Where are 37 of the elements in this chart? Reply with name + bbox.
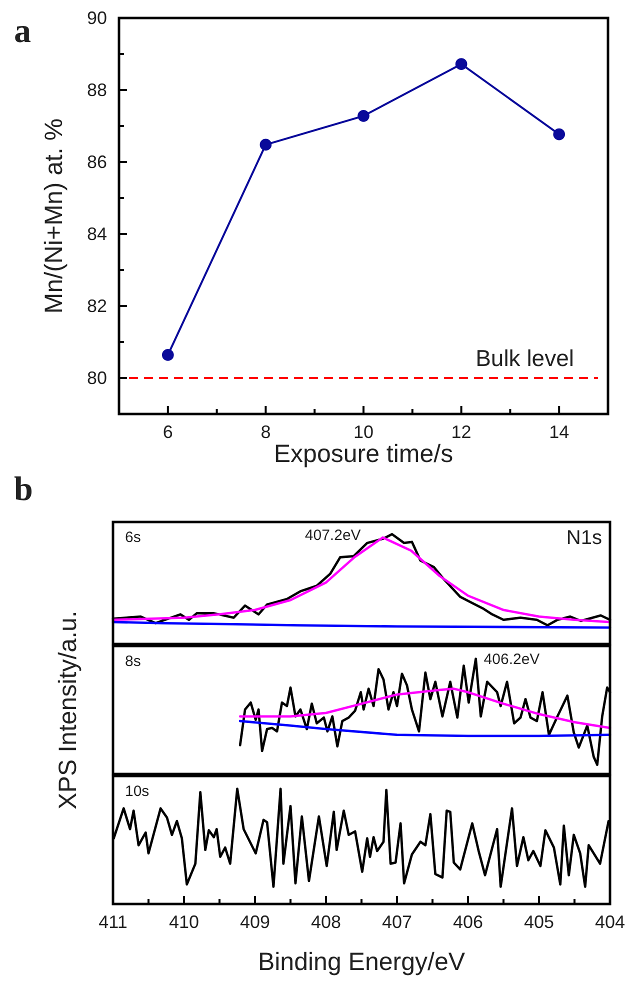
x-tick-label: 8 <box>260 422 271 442</box>
ref-line-label: Bulk level <box>476 345 574 371</box>
point <box>260 138 272 151</box>
chart-title: b <box>14 471 33 508</box>
x-tick-label: 409 <box>240 912 270 932</box>
chart-title: a <box>14 13 31 50</box>
x-tick-label: 408 <box>310 912 342 932</box>
x-axis-title: Binding Energy/eV <box>258 948 466 976</box>
y-axis-title: Mn/(Ni+Mn) at. % <box>40 118 68 314</box>
y-axis-title: XPS Intensity/a.u. <box>54 610 82 810</box>
x-tick-label: 12 <box>451 422 472 442</box>
point <box>455 58 468 70</box>
annotation: N1s <box>566 527 602 549</box>
x-tick-label: 14 <box>549 422 570 442</box>
x-tick-label: 407 <box>382 912 412 932</box>
x-tick-label: 406 <box>452 912 484 932</box>
annotation: 407.2eV <box>304 527 361 544</box>
point <box>162 349 174 361</box>
y-tick-label: 84 <box>86 224 107 244</box>
point <box>553 128 566 140</box>
annotation: 10s <box>125 783 150 800</box>
y-tick-label: 80 <box>86 368 107 388</box>
x-tick-label: 410 <box>168 912 200 932</box>
x-tick-label: 6 <box>162 422 173 442</box>
point <box>358 110 370 122</box>
y-tick-label: 90 <box>86 8 107 28</box>
x-tick-label: 411 <box>98 912 128 932</box>
y-tick-label: 82 <box>86 296 107 316</box>
x-axis-title: Exposure time/s <box>274 440 454 468</box>
annotation: 406.2eV <box>484 651 540 668</box>
annotation: 8s <box>125 653 141 670</box>
y-tick-label: 86 <box>86 152 107 172</box>
x-tick-label: 10 <box>353 422 374 442</box>
annotation: 6s <box>125 529 141 546</box>
x-tick-label: 404 <box>594 912 626 932</box>
y-tick-label: 88 <box>86 80 107 100</box>
x-tick-label: 405 <box>524 912 554 932</box>
